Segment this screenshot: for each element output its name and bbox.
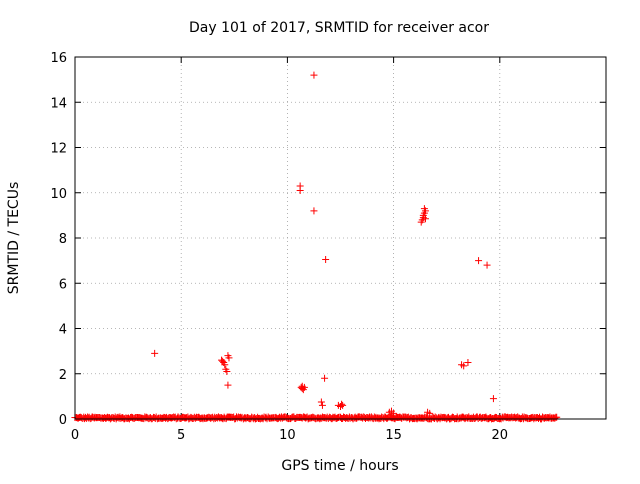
data-point [483, 261, 491, 269]
data-point [489, 395, 497, 403]
baseline-point [448, 414, 456, 422]
baseline-point [553, 413, 561, 421]
data-point [420, 205, 428, 213]
y-tick-label: 2 [59, 368, 67, 383]
data-point [421, 215, 429, 223]
data-point [426, 409, 434, 417]
data-point [219, 357, 227, 365]
x-axis-label: GPS time / hours [281, 458, 398, 474]
data-point [225, 354, 233, 362]
grid-layer [75, 57, 606, 419]
y-tick-label: 6 [59, 277, 67, 292]
data-point [317, 398, 325, 406]
data-point [151, 349, 159, 357]
x-tick-label: 10 [279, 428, 296, 443]
data-point [310, 71, 318, 79]
chart-title: Day 101 of 2017, SRMTID for receiver aco… [189, 20, 489, 36]
data-point [464, 358, 472, 366]
x-tick-label: 20 [492, 428, 509, 443]
y-axis-label: SRMTID / TECUs [6, 182, 22, 295]
y-tick-label: 16 [50, 51, 67, 66]
y-tick-label: 12 [50, 142, 67, 157]
x-tick-label: 0 [71, 428, 79, 443]
data-point [224, 381, 232, 389]
x-tick-label: 15 [385, 428, 402, 443]
data-point [321, 374, 329, 382]
data-point [339, 401, 347, 409]
y-tick-label: 10 [50, 187, 67, 202]
y-tick-label: 4 [59, 323, 67, 338]
baseline-point [551, 414, 559, 422]
y-tick-label: 8 [59, 232, 67, 247]
y-tick-label: 14 [50, 96, 67, 111]
data-point [475, 257, 483, 265]
data-point [296, 186, 304, 194]
x-tick-label: 5 [177, 428, 185, 443]
data-point [460, 362, 468, 370]
data-point [322, 255, 330, 263]
data-point [298, 382, 306, 390]
data-point [310, 207, 318, 215]
data-point [223, 367, 231, 375]
data-point [318, 401, 326, 409]
data-points [71, 71, 561, 423]
y-tick-label: 0 [59, 413, 67, 428]
plot-frame [74, 56, 607, 420]
data-point [390, 409, 398, 417]
data-point [338, 400, 346, 408]
tick-layer: 0 5 10 15 20 0 2 4 6 8 10 12 14 16 [50, 51, 606, 443]
